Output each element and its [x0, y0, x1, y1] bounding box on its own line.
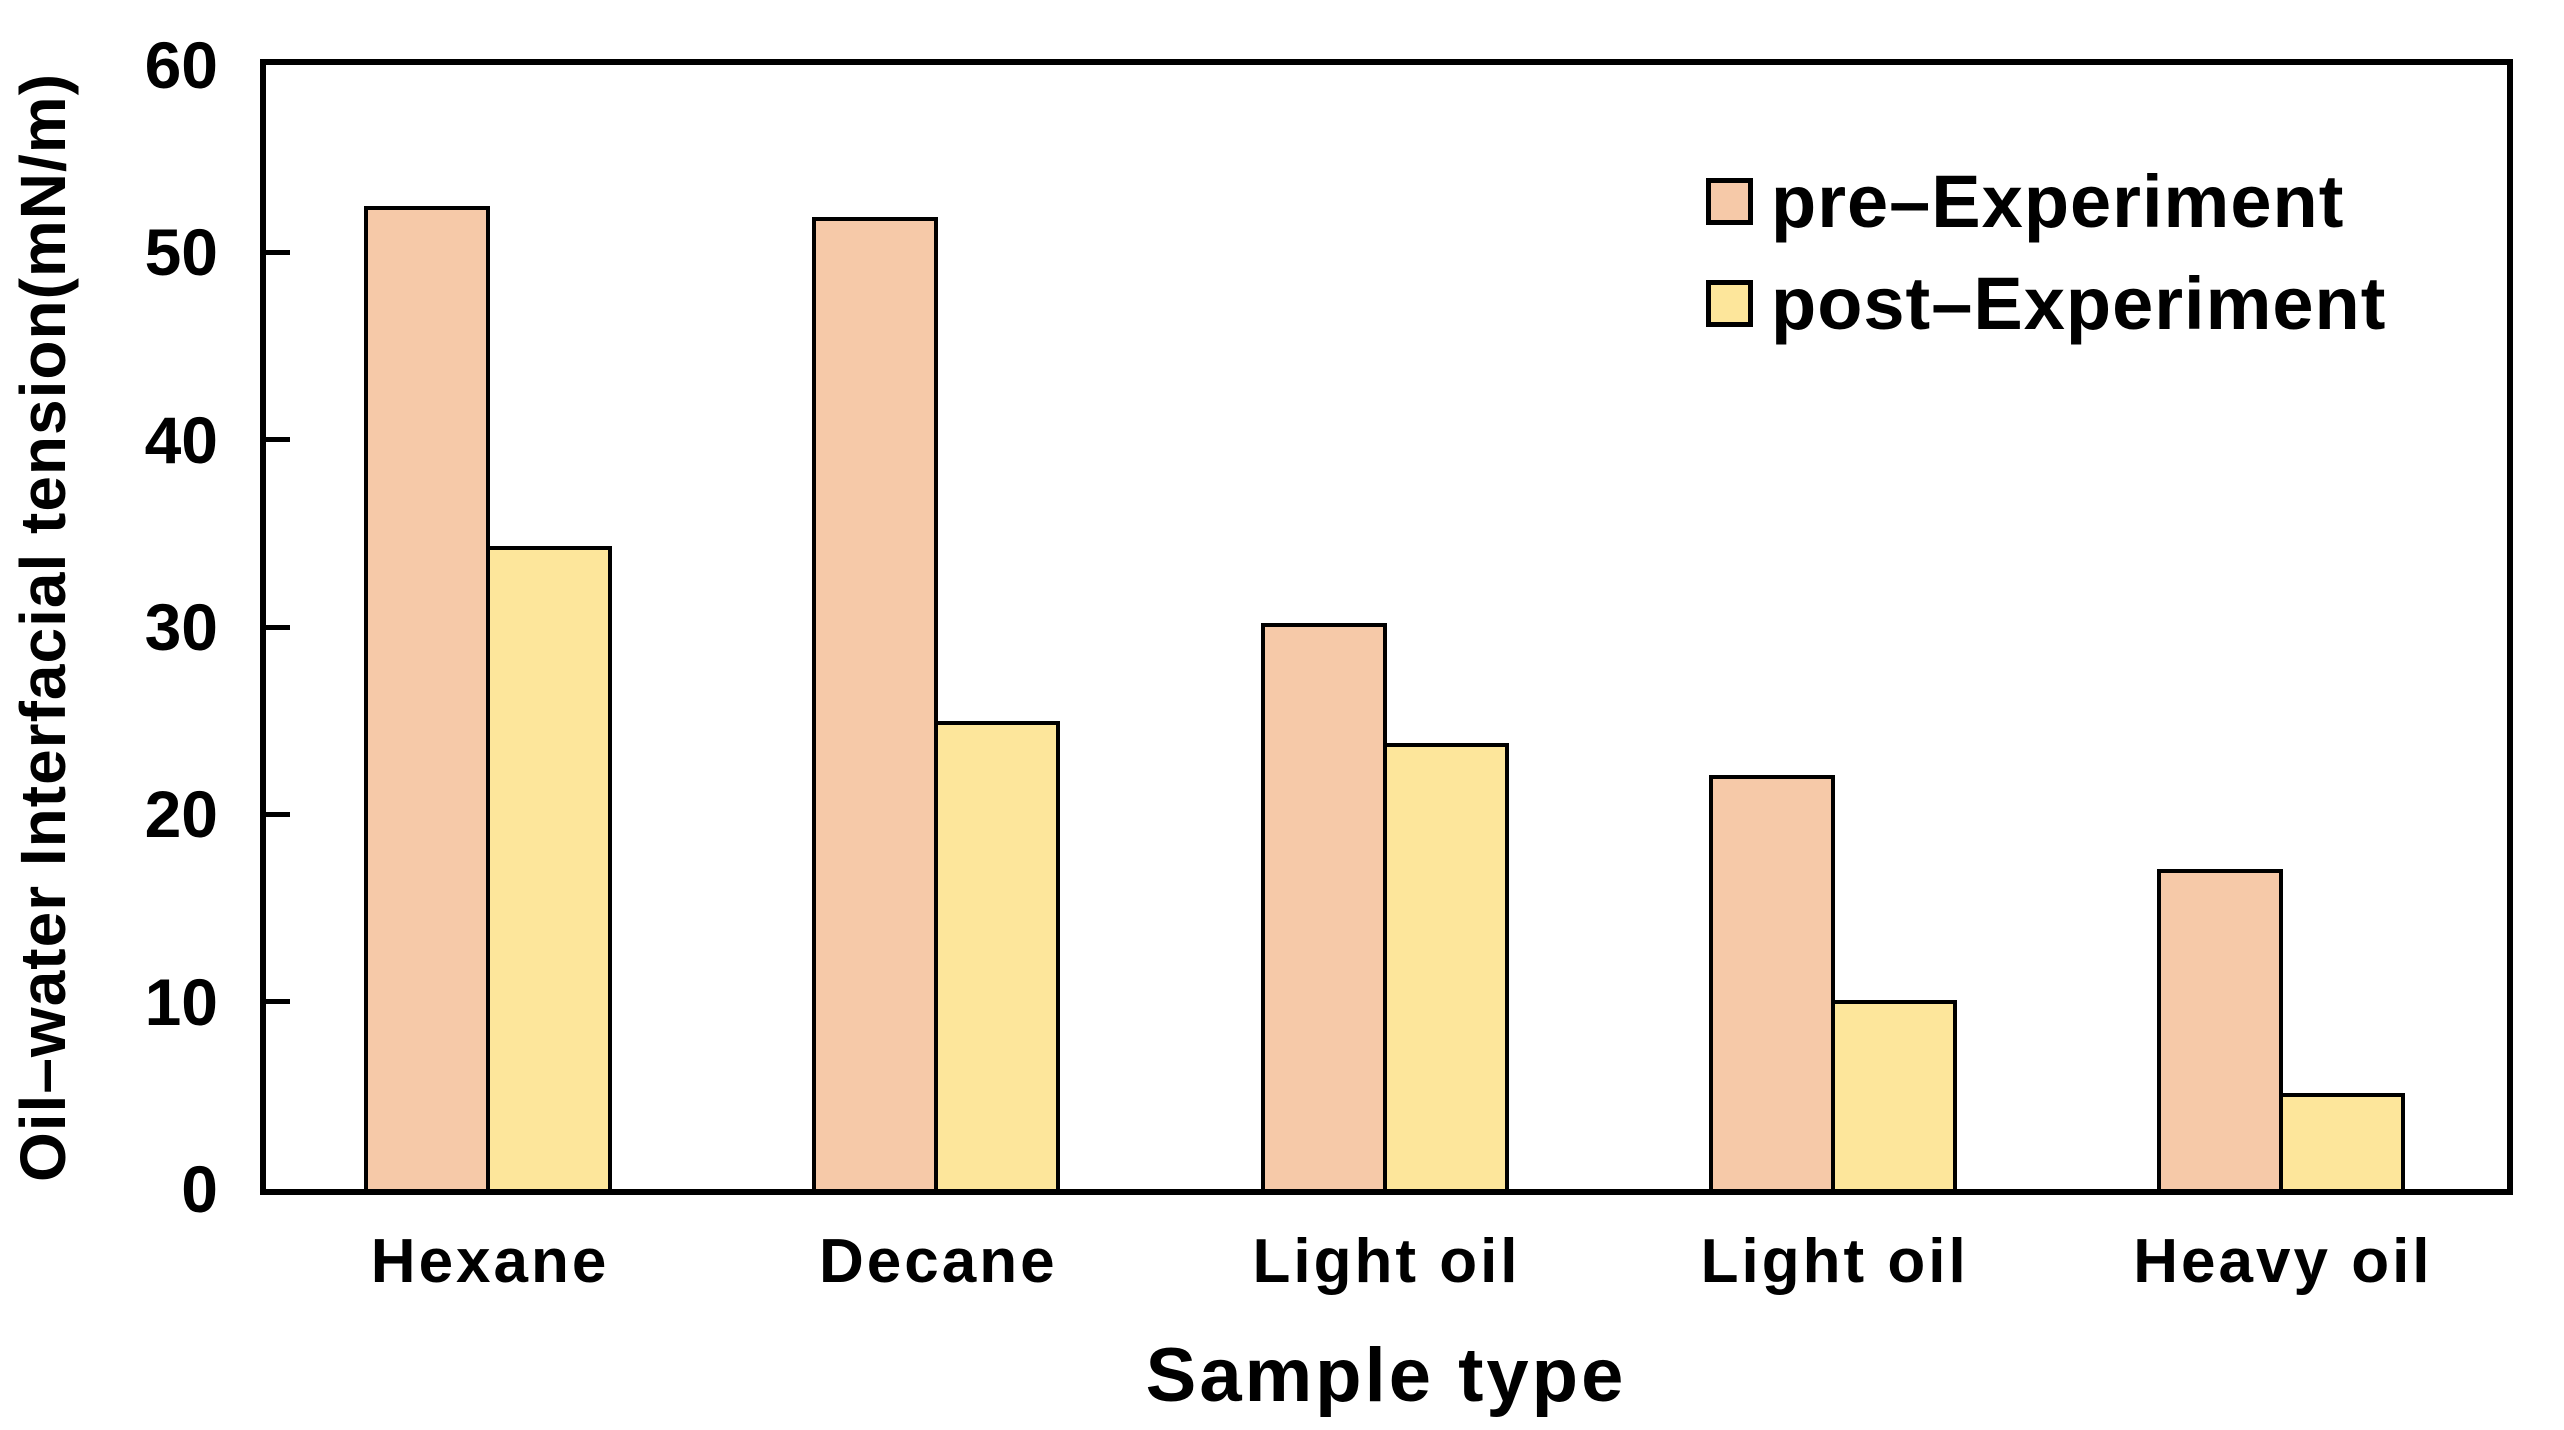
bar-post-light-oil: [1830, 999, 1957, 1189]
x-tick-label-light-oil: Light oil: [1700, 1227, 1969, 1296]
y-tick-label-0: 0: [181, 1152, 218, 1226]
legend-swatch-icon: [1706, 177, 1753, 225]
x-tick-label-heavy-oil: Heavy oil: [2133, 1227, 2433, 1296]
y-tick-label-10: 10: [144, 964, 218, 1039]
x-tick-label-decane: Decane: [819, 1227, 1058, 1296]
y-tick-label-40: 40: [144, 402, 218, 477]
y-tick-label-60: 60: [144, 28, 218, 102]
legend-label: post–Experiment: [1771, 261, 2387, 345]
legend-swatch-icon: [1706, 279, 1753, 327]
bar-post-decane: [934, 720, 1061, 1189]
y-tick-label-30: 30: [144, 590, 218, 664]
bar-pre-light-oil: [1260, 623, 1387, 1189]
legend-label: pre–Experiment: [1771, 159, 2345, 243]
bar-post-hexane: [486, 546, 613, 1189]
x-tick-label-light-oil: Light oil: [1252, 1227, 1521, 1296]
y-tick-mark-10: [266, 999, 290, 1005]
y-tick-mark-40: [266, 437, 290, 443]
y-tick-mark-30: [266, 624, 290, 630]
y-tick-mark-20: [266, 811, 290, 817]
bar-pre-heavy-oil: [2156, 868, 2283, 1189]
bar-post-heavy-oil: [2278, 1093, 2405, 1189]
legend-item-pre: pre–Experiment: [1706, 150, 2386, 252]
y-tick-mark-50: [266, 249, 290, 255]
legend: pre–Experiment post–Experiment: [1706, 150, 2386, 354]
bar-pre-light-oil: [1708, 775, 1835, 1189]
legend-item-post: post–Experiment: [1706, 252, 2386, 354]
x-tick-label-hexane: Hexane: [370, 1227, 610, 1296]
bar-post-light-oil: [1382, 743, 1509, 1189]
y-tick-label-50: 50: [144, 215, 218, 290]
plot-area: [260, 59, 2513, 1195]
bar-pre-hexane: [364, 205, 491, 1189]
bar-pre-decane: [812, 216, 939, 1189]
x-axis-title: Sample type: [1145, 1333, 1627, 1418]
y-tick-label-20: 20: [144, 777, 218, 852]
